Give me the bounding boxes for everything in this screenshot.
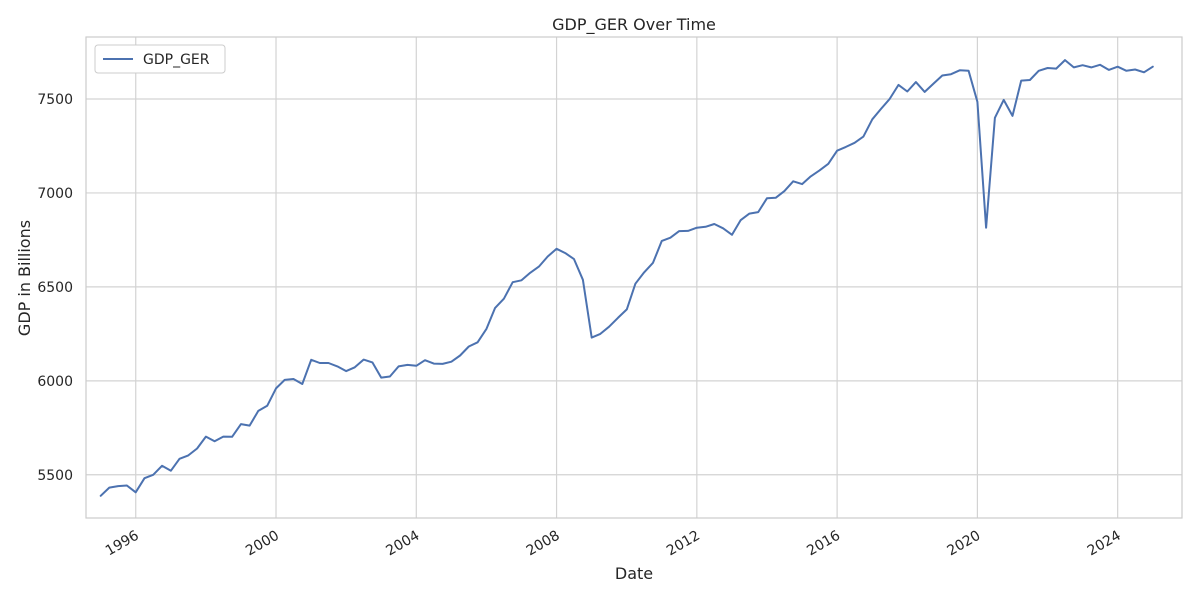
y-tick-label: 5500 [37, 468, 73, 484]
x-tick-label: 2008 [524, 528, 563, 560]
x-gridlines [135, 37, 1119, 518]
plot-frame [85, 36, 1183, 519]
x-tick-label: 2012 [664, 528, 703, 560]
x-tick-label: 2024 [1085, 528, 1124, 560]
y-tick-label: 6000 [37, 374, 73, 390]
x-tick-labels: 1996 2000 2004 2008 2012 2016 2020 2024 [103, 528, 1124, 560]
legend-box [94, 44, 226, 74]
y-axis-title: GDP in Billions [15, 220, 34, 336]
x-tick-label: 1996 [103, 528, 142, 560]
x-tick-label: 2000 [243, 528, 282, 560]
legend: GDP_GER [94, 44, 226, 74]
x-tick-label: 2016 [804, 528, 843, 560]
legend-label: GDP_GER [143, 52, 210, 68]
x-axis-title: Date [615, 564, 653, 583]
series-line-gdp-ger [99, 59, 1154, 497]
x-tick-label: 2004 [383, 528, 422, 560]
y-gridlines [86, 98, 1182, 476]
series-layer [99, 59, 1154, 497]
y-tick-label: 6500 [37, 280, 73, 296]
y-tick-label: 7500 [37, 92, 73, 108]
y-tick-label: 7000 [37, 186, 73, 202]
x-tick-label: 2020 [945, 528, 984, 560]
chart-title: GDP_GER Over Time [552, 15, 716, 35]
y-tick-labels: 5500 6000 6500 7000 7500 [37, 92, 73, 484]
